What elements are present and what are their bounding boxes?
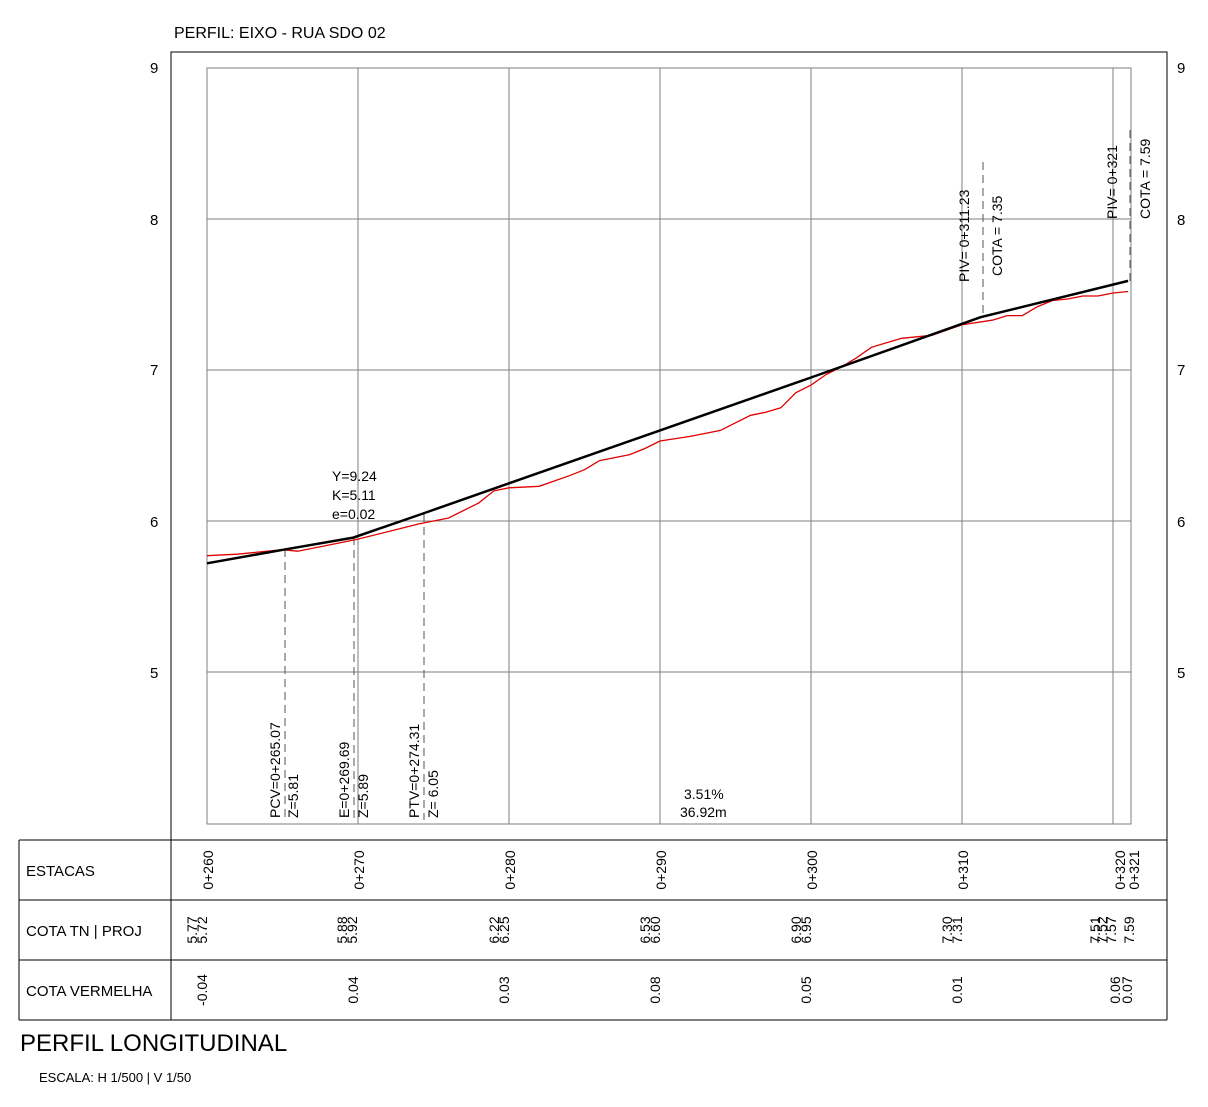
footer-title: PERFIL LONGITUDINAL: [20, 1030, 287, 1057]
curve-param-k: K=5.11: [332, 487, 376, 503]
pcv-elev-label: Z=5.81: [285, 774, 301, 818]
piv2-elev-label: COTA = 7.59: [1137, 139, 1153, 219]
e-station-label: E=0+269.69: [336, 741, 352, 818]
curve-param-y: Y=9.24: [332, 468, 377, 484]
cota-tn-value: 6.53: [637, 916, 653, 943]
cota-proj-value: 6.25: [496, 916, 512, 943]
cota-proj-value: 7.57: [1103, 916, 1119, 943]
footer-scale: ESCALA: H 1/500 | V 1/50: [39, 1070, 191, 1085]
e-elev-label: Z=5.89: [355, 774, 371, 818]
cota-tn-value: 7.30: [939, 916, 955, 943]
curve-param-e: e=0.02: [332, 506, 375, 522]
cota-vermelha-value: 0.05: [798, 976, 814, 1003]
terrain-line: [206, 290, 1129, 557]
station-label: 0+300: [804, 850, 820, 890]
y-label-6: 6: [150, 514, 158, 531]
cota-tn-value: 5.77: [184, 916, 200, 943]
station-label: 0+321: [1126, 850, 1142, 890]
cota-tn-value: 5.88: [334, 916, 350, 943]
ptv-station-label: PTV=0+274.31: [406, 724, 422, 818]
station-label: 0+260: [200, 850, 216, 890]
curve-params: Y=9.24 K=5.11 e=0.02: [332, 468, 377, 522]
cota-tn-value: 6.22: [486, 916, 502, 943]
station-label: 0+320: [1112, 850, 1128, 890]
piv2-station-label: PIV= 0+321: [1104, 145, 1120, 219]
cota-vermelha-value: 0.03: [496, 976, 512, 1003]
pcv-station-label: PCV=0+265.07: [267, 722, 283, 818]
profile-title: PERFIL: EIXO - RUA SDO 02: [174, 25, 386, 42]
cota-tn-value: 7.51: [1087, 916, 1103, 943]
station-label: 0+310: [955, 850, 971, 890]
y-label-right-5: 5: [1177, 665, 1185, 682]
piv1-station-label: PIV= 0+311.23: [956, 189, 972, 282]
y-label-right-6: 6: [1177, 514, 1185, 531]
y-axis-right: 9 8 7 6 5: [1177, 60, 1185, 682]
cota-proj-value: 5.92: [344, 916, 360, 943]
cota-vermelha-value: 0.06: [1107, 976, 1123, 1003]
outer-frame: [170, 51, 1168, 841]
cota-tn-value: 7.52: [1094, 916, 1110, 943]
table-values: 0+260 0+270 0+280 0+290 0+300 0+310 0+3200+321…: [184, 850, 1142, 1006]
cota-proj-value: 6.60: [647, 916, 663, 943]
grid-lines: [207, 67, 1131, 824]
y-label-right-7: 7: [1177, 362, 1185, 379]
cota-vermelha-value: -0.04: [194, 974, 210, 1006]
cota-proj-value: 7.59: [1121, 916, 1137, 943]
data-table: ESTACAS COTA TN | PROJ COTA VERMELHA: [18, 839, 1168, 1021]
row-label-estacas: ESTACAS: [26, 863, 95, 880]
slope-length: 36.92m: [680, 804, 727, 820]
y-label-right-8: 8: [1177, 212, 1185, 229]
project-grade-line: [206, 279, 1129, 565]
station-label: 0+290: [653, 850, 669, 890]
row-label-cota-vermelha: COTA VERMELHA: [26, 983, 152, 1000]
y-label-right-9: 9: [1177, 60, 1185, 77]
row-label-cota-tn-proj: COTA TN | PROJ: [26, 923, 142, 940]
slope-percent: 3.51%: [684, 786, 724, 802]
cota-tn-value: 6.90: [788, 916, 804, 943]
profile-series: [206, 279, 1129, 565]
y-label-9: 9: [150, 60, 158, 77]
cota-proj-value: 7.31: [949, 916, 965, 943]
station-label: 0+270: [351, 850, 367, 890]
cota-vermelha-value: 0.01: [949, 976, 965, 1003]
cota-vermelha-value: 0.08: [647, 976, 663, 1003]
y-label-8: 8: [150, 212, 158, 229]
ptv-elev-label: Z= 6.05: [425, 770, 441, 818]
y-axis-left: 9 8 7 6 5: [150, 60, 158, 682]
y-label-7: 7: [150, 362, 158, 379]
station-label: 0+280: [502, 850, 518, 890]
piv1-elev-label: COTA = 7.35: [989, 196, 1005, 276]
cota-vermelha-value: 0.04: [345, 976, 361, 1003]
y-label-5: 5: [150, 665, 158, 682]
cota-proj-value: 6.95: [798, 916, 814, 943]
grid-frame: [206, 67, 1132, 825]
cota-vermelha-value: 0.07: [1119, 976, 1135, 1003]
cota-proj-value: 5.72: [194, 916, 210, 943]
